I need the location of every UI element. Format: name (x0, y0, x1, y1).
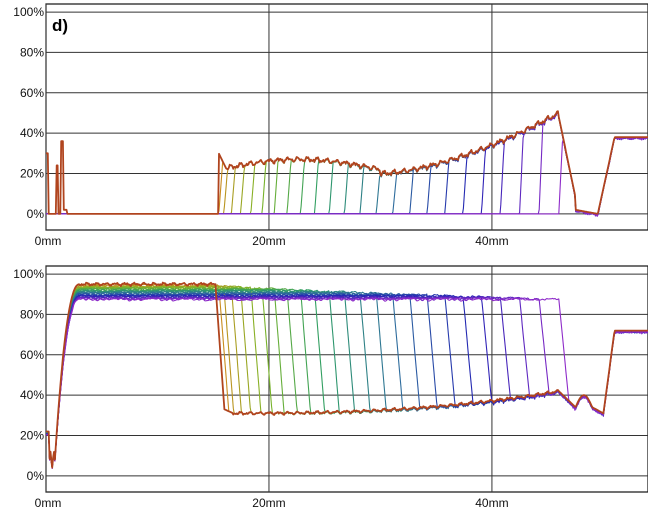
x-tick-label: 40mm (475, 234, 508, 248)
chart-bottom: 0% 20% 40% 60% 80% 100% 0mm 20mm 40mm (13, 265, 648, 510)
y-tick-label: 40% (20, 126, 44, 140)
grid-bottom (45, 266, 648, 492)
y-tick-label: 60% (20, 86, 44, 100)
y-tick-label: 100% (13, 5, 44, 19)
x-tick-label: 20mm (252, 496, 285, 510)
curves-bottom (46, 281, 648, 469)
x-tick-label: 20mm (252, 234, 285, 248)
curves-top (46, 110, 648, 217)
x-tick-label: 0mm (35, 496, 62, 510)
chart-top: 0% 20% 40% 60% 80% 100% 0mm 20mm 40mm d) (13, 3, 648, 248)
x-tick-label: 0mm (35, 234, 62, 248)
envelope-line (46, 110, 648, 215)
x-tick-label: 40mm (475, 496, 508, 510)
y-tick-label: 40% (20, 388, 44, 402)
envelope-line (46, 281, 648, 469)
tick-labels-top: 0% 20% 40% 60% 80% 100% 0mm 20mm 40mm (13, 5, 508, 248)
panel-label: d) (52, 16, 68, 35)
plot-frame-top (45, 3, 648, 231)
series-line-24 (46, 297, 648, 469)
tick-labels-bottom: 0% 20% 40% 60% 80% 100% 0mm 20mm 40mm (13, 267, 508, 510)
y-tick-label: 100% (13, 267, 44, 281)
y-tick-label: 20% (20, 429, 44, 443)
y-tick-label: 20% (20, 167, 44, 181)
y-tick-label: 60% (20, 348, 44, 362)
y-tick-label: 80% (20, 307, 44, 321)
y-tick-label: 0% (27, 469, 45, 483)
y-tick-label: 80% (20, 45, 44, 59)
y-tick-label: 0% (27, 207, 45, 221)
